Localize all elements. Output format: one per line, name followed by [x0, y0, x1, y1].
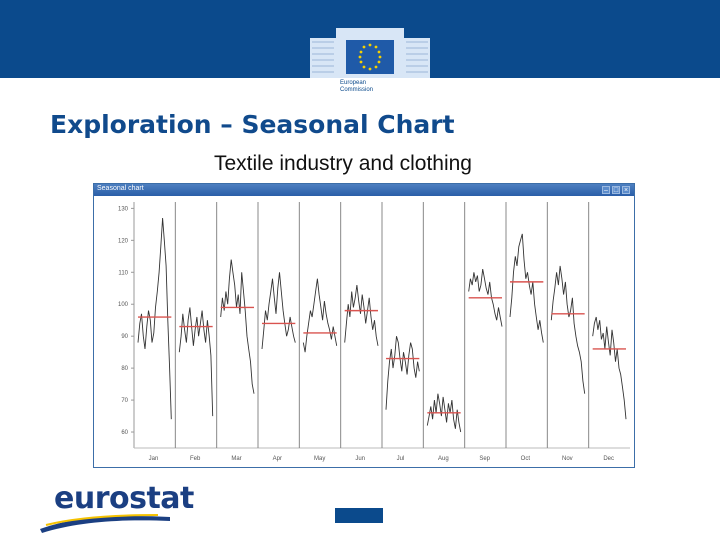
org-line-2: Commission: [340, 87, 374, 93]
eurostat-swoosh-icon: [40, 514, 170, 533]
y-tick-label: 70: [121, 398, 128, 404]
y-tick-label: 120: [118, 238, 129, 244]
footer-box: [335, 508, 383, 523]
x-tick-label: Aug: [438, 456, 449, 462]
series-line-feb: [178, 307, 214, 417]
window-titlebar[interactable]: Seasonal chart – □ ×: [94, 184, 634, 196]
commission-label: European Commission: [340, 80, 400, 94]
y-tick-label: 100: [118, 302, 129, 308]
seasonal-chart: 130 120 110 100 90 80 70 60 Jan Feb Mar Apr May Jun Ju…: [118, 202, 630, 462]
x-tick-label: Oct: [521, 456, 531, 462]
x-tick-label: Apr: [273, 456, 282, 462]
series-line-apr: [261, 272, 296, 350]
series-line-dec: [592, 316, 627, 420]
series-line-oct: [509, 233, 544, 343]
series-line-may: [302, 278, 338, 353]
slide-subtitle: Textile industry and clothing: [214, 152, 472, 175]
slide-title: Exploration – Seasonal Chart: [50, 110, 455, 139]
y-tick-label: 80: [121, 366, 128, 372]
series-line-sep: [468, 269, 503, 327]
series-line-jun: [344, 285, 379, 346]
x-tick-label: Feb: [190, 456, 201, 462]
series-line-mar: [220, 259, 255, 394]
x-tick-label: Mar: [231, 456, 241, 462]
commission-building-icon: [310, 28, 430, 78]
y-tick-label: 60: [121, 430, 128, 436]
eurostat-wordmark: eurostat: [54, 481, 194, 516]
x-tick-label: May: [314, 456, 325, 462]
x-tick-label: Jun: [355, 456, 365, 462]
x-tick-label: Sep: [479, 456, 490, 462]
x-tick-label: Jul: [397, 456, 405, 462]
y-tick-label: 90: [121, 334, 128, 340]
eurostat-logo: eurostat: [38, 481, 194, 533]
y-tick-label: 110: [118, 270, 128, 276]
y-tick-label: 130: [118, 206, 129, 212]
series-line-jul: [385, 336, 420, 410]
series-line-aug: [426, 393, 462, 433]
maximize-button[interactable]: □: [612, 186, 620, 194]
european-commission-logo: [310, 22, 430, 102]
chart-area: 130 120 110 100 90 80 70 60 Jan Feb Mar Apr May Jun Ju…: [94, 196, 634, 467]
seasonal-chart-window: Seasonal chart – □ × 130 120 110 100 90 80 70 6…: [93, 183, 635, 468]
org-line-1: European: [340, 80, 367, 86]
series-line-jan: [137, 217, 172, 420]
minimize-button[interactable]: –: [602, 186, 610, 194]
x-tick-label: Nov: [562, 456, 573, 462]
series-line-nov: [550, 265, 586, 394]
close-button[interactable]: ×: [622, 186, 630, 194]
x-tick-label: Jan: [149, 456, 159, 462]
window-title: Seasonal chart: [97, 185, 144, 192]
x-tick-label: Dec: [603, 456, 614, 462]
